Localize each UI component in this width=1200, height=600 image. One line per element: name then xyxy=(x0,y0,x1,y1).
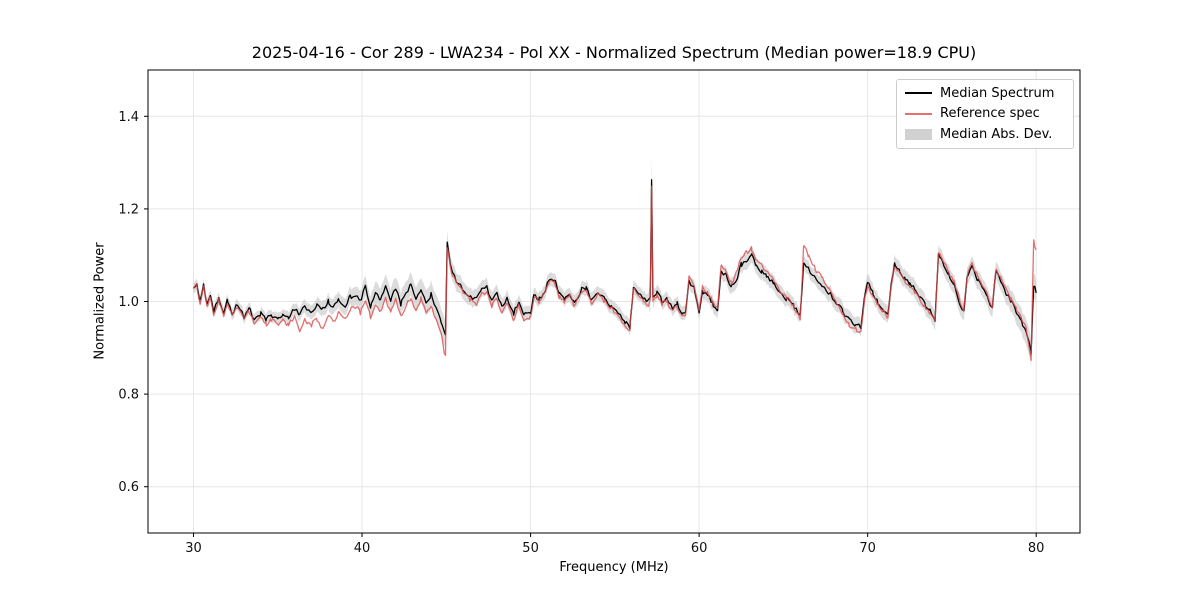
legend-item-reference-spec: Reference spec xyxy=(905,106,1065,121)
x-tick-label: 40 xyxy=(354,541,371,556)
chart-title: 2025-04-16 - Cor 289 - LWA234 - Pol XX -… xyxy=(251,43,977,62)
reference-spec-legend-line xyxy=(905,112,932,115)
y-tick-label: 1.4 xyxy=(118,110,139,125)
y-tick-label: 0.8 xyxy=(118,388,139,403)
x-tick-label: 70 xyxy=(859,541,876,556)
legend-label: Reference spec xyxy=(940,106,1040,122)
legend-label: Median Abs. Dev. xyxy=(940,127,1053,143)
x-tick-label: 50 xyxy=(522,541,539,556)
legend-label: Median Spectrum xyxy=(940,85,1055,101)
legend-item-mad: Median Abs. Dev. xyxy=(905,127,1065,142)
x-axis-label: Frequency (MHz) xyxy=(559,560,669,575)
legend-item-median-spectrum: Median Spectrum xyxy=(905,86,1065,101)
mad-band xyxy=(193,156,1037,368)
reference-spec-line xyxy=(192,185,1037,361)
median-spectrum-line xyxy=(193,179,1037,355)
y-tick-label: 0.6 xyxy=(118,480,139,495)
x-tick-label: 30 xyxy=(185,541,202,556)
median-spectrum-legend-line xyxy=(905,92,932,95)
mad-legend-patch xyxy=(905,129,932,141)
legend: Median Spectrum Reference spec Median Ab… xyxy=(896,79,1074,149)
x-tick-label: 80 xyxy=(1028,541,1045,556)
x-tick-label: 60 xyxy=(691,541,708,556)
y-tick-label: 1.2 xyxy=(118,202,139,217)
y-tick-label: 1.0 xyxy=(118,295,139,310)
